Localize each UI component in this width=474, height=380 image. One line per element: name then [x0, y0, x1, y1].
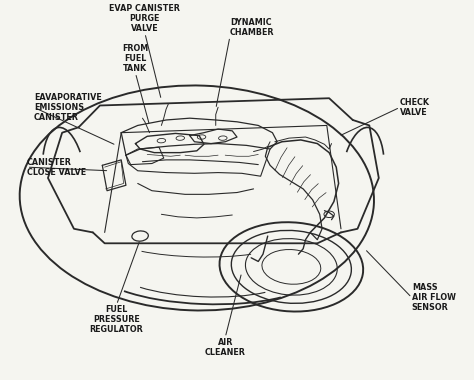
Text: CHECK
VALVE: CHECK VALVE	[400, 98, 430, 117]
Text: DYNAMIC
CHAMBER: DYNAMIC CHAMBER	[230, 17, 274, 36]
Text: EVAP CANISTER
PURGE
VALVE: EVAP CANISTER PURGE VALVE	[109, 4, 180, 33]
Text: FROM
FUEL
TANK: FROM FUEL TANK	[122, 44, 148, 73]
Text: EAVAPORATIVE
EMISSIONS
CANISTER: EAVAPORATIVE EMISSIONS CANISTER	[34, 93, 101, 122]
Text: CANISTER
CLOSE VALVE: CANISTER CLOSE VALVE	[27, 158, 86, 177]
Text: AIR
CLEANER: AIR CLEANER	[205, 337, 246, 357]
Text: MASS
AIR FLOW
SENSOR: MASS AIR FLOW SENSOR	[412, 283, 456, 312]
Text: FUEL
PRESSURE
REGULATOR: FUEL PRESSURE REGULATOR	[90, 305, 143, 334]
